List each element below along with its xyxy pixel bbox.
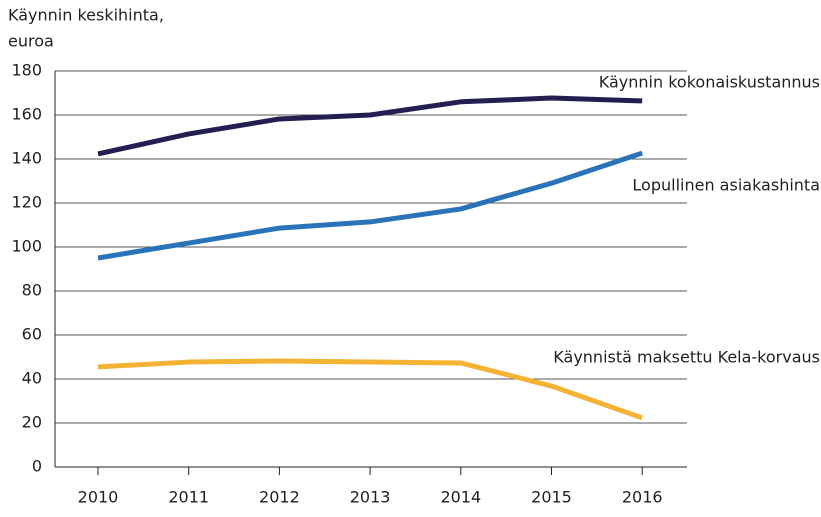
y-tick-label: 100: [11, 237, 42, 256]
series-line: [97, 150, 643, 261]
x-tick-label: 2014: [440, 488, 481, 507]
series-line: [97, 358, 644, 421]
y-tick-label: 20: [22, 413, 42, 432]
series-label: Lopullinen asiakashinta: [632, 176, 820, 195]
y-tick-label: 180: [11, 61, 42, 80]
x-tick-label: 2011: [168, 488, 209, 507]
series-label: Käynnistä maksettu Kela-korvaus: [553, 348, 820, 367]
series-line: [97, 95, 643, 157]
y-tick-label: 120: [11, 193, 42, 212]
y-axis-title: euroa: [8, 32, 54, 51]
series-label: Käynnin kokonaiskustannus: [599, 73, 820, 92]
x-tick-label: 2013: [350, 488, 391, 507]
x-tick-label: 2010: [78, 488, 119, 507]
y-tick-label: 140: [11, 149, 42, 168]
x-tick-label: 2012: [259, 488, 300, 507]
x-tick-label: 2016: [622, 488, 663, 507]
y-tick-label: 60: [22, 325, 42, 344]
y-axis-title: Käynnin keskihinta,: [8, 6, 164, 25]
y-tick-label: 0: [32, 457, 42, 476]
x-tick-label: 2015: [531, 488, 572, 507]
y-tick-label: 40: [22, 369, 42, 388]
y-tick-label: 80: [22, 281, 42, 300]
y-tick-label: 160: [11, 105, 42, 124]
